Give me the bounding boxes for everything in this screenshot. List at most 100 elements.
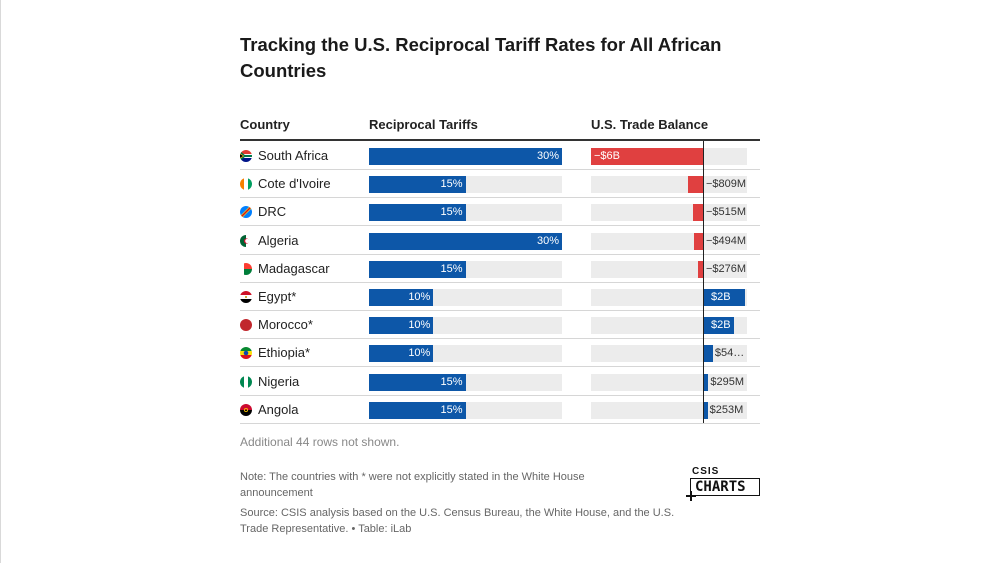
tariff-bar bbox=[369, 401, 466, 419]
country-name: Morocco* bbox=[258, 317, 313, 333]
trade-balance-label: $2B bbox=[711, 319, 731, 332]
trade-balance-label: $2B bbox=[711, 291, 731, 303]
country-name: Angola bbox=[258, 401, 299, 417]
row-divider bbox=[240, 338, 760, 340]
table-row: South Africa 30% −$6B bbox=[240, 142, 760, 170]
trade-balance-bar bbox=[703, 289, 746, 306]
trade-balance-bar bbox=[693, 204, 703, 222]
table-row: Ethiopia* 10% $54… bbox=[240, 339, 760, 368]
row-divider bbox=[240, 310, 760, 311]
trade-balance-bar bbox=[703, 345, 713, 363]
row-divider bbox=[240, 253, 760, 255]
row-divider bbox=[240, 225, 760, 227]
tariff-bar bbox=[369, 345, 434, 363]
trade-balance-track: $295M bbox=[591, 373, 747, 391]
trade-balance-track: $54… bbox=[591, 345, 747, 363]
tariff-track: 10% bbox=[369, 345, 562, 363]
tariff-track: 30% bbox=[369, 148, 562, 165]
trade-balance-bar bbox=[693, 232, 703, 250]
ethiopia-flag bbox=[240, 347, 252, 360]
tariff-track: 15% bbox=[369, 401, 562, 419]
column-header-tariffs: Reciprocal Tariffs bbox=[369, 117, 478, 132]
table-row: DRC 15% −$515M bbox=[240, 198, 760, 227]
table-row: Nigeria 15% $295M bbox=[240, 368, 760, 396]
trade-balance-bar bbox=[687, 176, 703, 194]
logo-main-text: CHARTS bbox=[695, 479, 746, 495]
country-name: Nigeria bbox=[258, 373, 300, 389]
table-row: Morocco* 10% $2B bbox=[240, 311, 760, 340]
row-divider bbox=[240, 281, 760, 283]
trade-balance-track: −$6B bbox=[591, 148, 747, 165]
madagascar-flag bbox=[240, 262, 252, 275]
south-africa-flag bbox=[240, 150, 252, 162]
row-divider bbox=[240, 422, 760, 424]
column-header-country: Country bbox=[240, 117, 290, 132]
algeria-flag bbox=[240, 234, 252, 247]
country-name: South Africa bbox=[258, 148, 329, 163]
trade-balance-label: $253M bbox=[709, 403, 744, 416]
tariff-bar bbox=[369, 317, 434, 335]
nigeria-flag bbox=[240, 375, 252, 388]
trade-balance-track: −$494M bbox=[591, 232, 747, 250]
trade-balance-track: $2B bbox=[591, 317, 747, 335]
tariff-bar bbox=[369, 260, 466, 278]
angola-flag bbox=[240, 403, 252, 416]
tariff-label: 10% bbox=[408, 319, 431, 332]
tariff-bar bbox=[369, 232, 562, 250]
trade-balance-bar bbox=[591, 148, 703, 165]
tariff-track: 30% bbox=[369, 232, 562, 250]
trade-balance-track: $2B bbox=[591, 289, 747, 306]
trade-balance-zero-line bbox=[703, 141, 704, 423]
trade-balance-label: −$515M bbox=[706, 206, 747, 219]
cote-divoire-flag bbox=[240, 178, 252, 191]
logo-cross-mark-h bbox=[686, 495, 696, 497]
tariff-bar bbox=[369, 176, 466, 194]
column-header-trade-balance: U.S. Trade Balance bbox=[591, 117, 709, 132]
source-text: Source: CSIS analysis based on the U.S. … bbox=[240, 507, 675, 535]
tariff-label: 15% bbox=[440, 206, 463, 219]
tariff-bar bbox=[369, 373, 466, 391]
trade-balance-label: −$6B bbox=[594, 150, 620, 162]
tariff-track: 15% bbox=[369, 373, 562, 391]
tariff-label: 30% bbox=[536, 150, 559, 162]
tariff-label: 15% bbox=[440, 403, 463, 416]
trade-balance-label: −$809M bbox=[706, 178, 747, 191]
drc-flag bbox=[240, 206, 252, 219]
trade-balance-track: −$515M bbox=[591, 204, 747, 222]
row-divider bbox=[240, 394, 760, 396]
table-row: Angola 15% $253M bbox=[240, 396, 760, 424]
country-name: DRC bbox=[258, 204, 287, 220]
footnote: Note: The countries with * were not expl… bbox=[240, 471, 585, 499]
logo-box bbox=[690, 478, 760, 496]
tariff-track: 15% bbox=[369, 260, 562, 278]
trade-balance-label: $54… bbox=[714, 347, 745, 360]
morocco-flag bbox=[240, 319, 252, 332]
table-row: Madagascar 15% −$276M bbox=[240, 255, 760, 283]
table-row: Algeria 30% −$494M bbox=[240, 227, 760, 255]
table-row: Cote d'Ivoire 15% −$809M bbox=[240, 170, 760, 199]
country-name: Ethiopia* bbox=[258, 345, 311, 361]
trade-balance-track: −$809M bbox=[591, 176, 747, 194]
tariff-label: 10% bbox=[408, 347, 431, 360]
trade-balance-track: −$276M bbox=[591, 260, 747, 278]
trade-balance-label: −$276M bbox=[706, 262, 747, 275]
tariff-bar bbox=[369, 148, 562, 165]
trade-balance-label: $295M bbox=[710, 375, 745, 388]
tariff-bar bbox=[369, 204, 466, 222]
trade-balance-bar bbox=[697, 260, 703, 278]
trade-balance-track: $253M bbox=[591, 401, 747, 419]
frame-border bbox=[0, 0, 1, 563]
row-divider bbox=[240, 197, 760, 199]
csis-charts-logo: CSIS CHARTS bbox=[686, 466, 766, 506]
country-name: Cote d'Ivoire bbox=[258, 176, 331, 192]
tariff-label: 15% bbox=[440, 262, 463, 275]
tariff-track: 15% bbox=[369, 204, 562, 222]
tariff-label: 15% bbox=[440, 375, 463, 388]
tariff-track: 10% bbox=[369, 317, 562, 335]
trade-balance-label: −$494M bbox=[706, 234, 747, 247]
row-divider bbox=[240, 366, 760, 368]
trade-balance-bar bbox=[703, 401, 708, 419]
logo-top-text: CSIS bbox=[692, 466, 720, 477]
rows-not-shown: Additional 44 rows not shown. bbox=[240, 435, 400, 449]
country-name: Algeria bbox=[258, 232, 299, 248]
